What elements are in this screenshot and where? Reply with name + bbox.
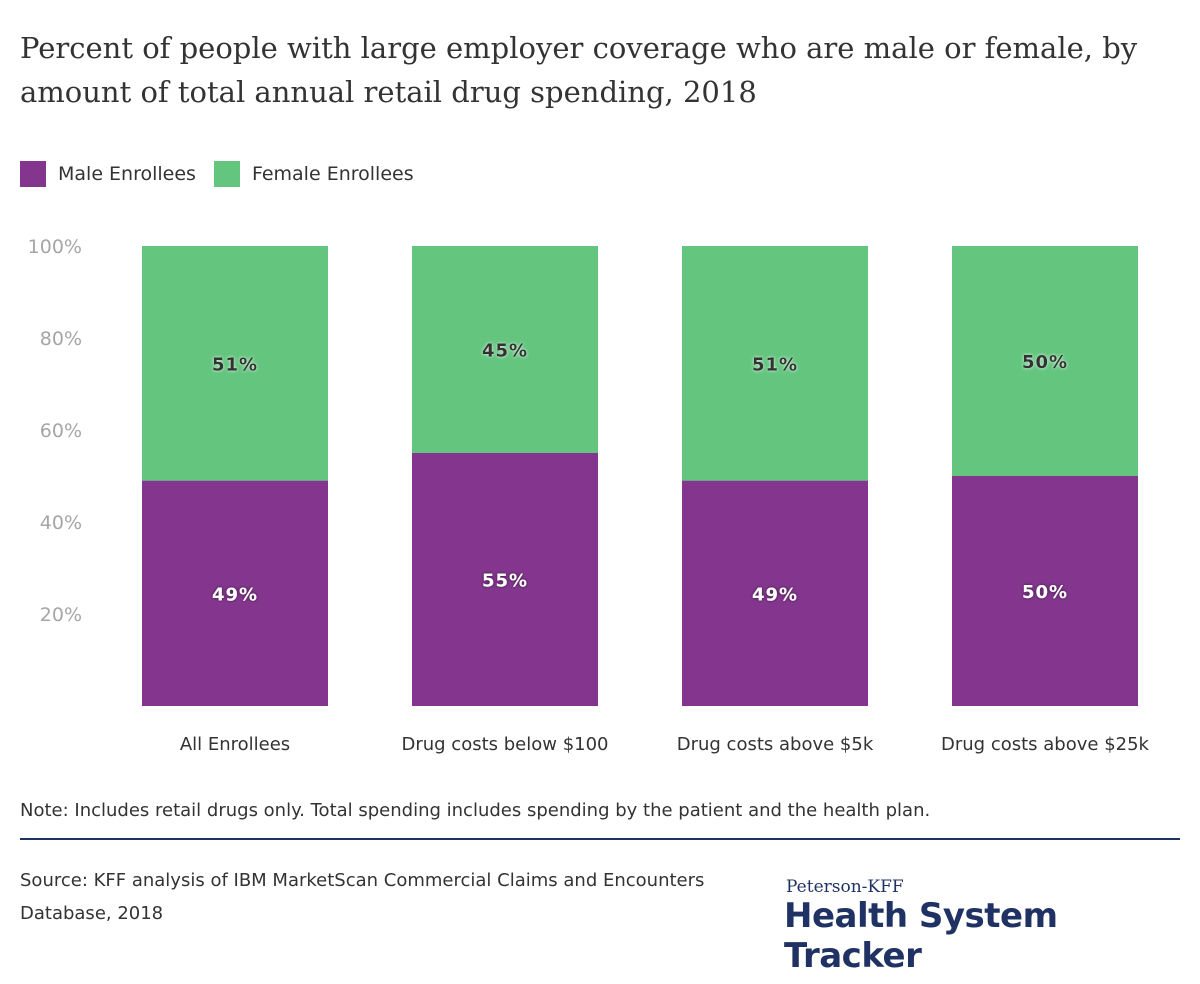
note: Note: Includes retail drugs only. Total … — [20, 800, 931, 821]
bar-female — [682, 246, 868, 481]
source: Source: KFF analysis of IBM MarketScan C… — [20, 870, 705, 924]
legend-swatch-female — [213, 161, 240, 187]
legend-label-male: Male Enrollees — [58, 163, 196, 185]
data-label-male: 55% — [482, 571, 528, 592]
y-tick-label: 40% — [40, 512, 82, 534]
x-tick-label: Drug costs below $100 — [401, 734, 608, 755]
data-label-female: 45% — [482, 341, 528, 362]
data-label-female: 51% — [212, 354, 258, 375]
bar-male — [682, 480, 868, 706]
bar-male — [142, 480, 328, 706]
x-tick-label: All Enrollees — [180, 734, 290, 755]
bar-male — [412, 453, 598, 706]
logo-peterson-kff: Peterson-KFF — [786, 877, 904, 897]
data-label-female: 51% — [752, 354, 798, 375]
bar-female — [142, 246, 328, 481]
legend-item-male: Male Enrollees — [20, 161, 196, 187]
legend-swatch-male — [20, 161, 46, 187]
legend-label-female: Female Enrollees — [251, 163, 414, 185]
data-label-male: 49% — [212, 584, 258, 605]
bar-male — [952, 476, 1138, 706]
x-tick-label: Drug costs above $5k — [677, 734, 874, 755]
bar-female — [412, 246, 598, 453]
bar-female — [952, 246, 1138, 476]
chart-title: Percent of people with large employer co… — [20, 31, 1138, 109]
data-label-male: 50% — [1022, 582, 1068, 603]
legend: Male Enrollees Female Enrollees — [20, 161, 432, 187]
data-label-female: 50% — [1022, 352, 1068, 373]
data-label-male: 49% — [752, 584, 798, 605]
y-tick-label: 80% — [40, 328, 82, 350]
y-tick-label: 20% — [40, 604, 82, 626]
y-tick-label: 100% — [28, 236, 82, 258]
x-tick-label: Drug costs above $25k — [941, 734, 1150, 755]
divider — [20, 838, 1180, 840]
y-tick-label: 60% — [40, 420, 82, 442]
legend-item-female: Female Enrollees — [213, 161, 414, 187]
logo-health-system-tracker: Health System Tracker — [784, 896, 1058, 976]
